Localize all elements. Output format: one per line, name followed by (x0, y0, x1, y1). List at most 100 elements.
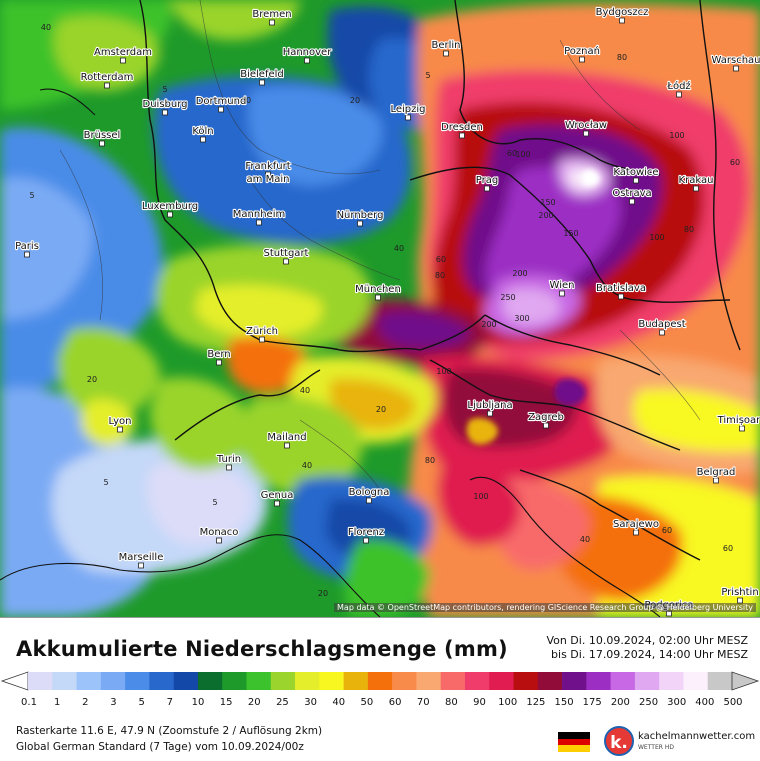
legend-label: 7 (167, 697, 173, 708)
contour-label: 5 (212, 498, 217, 507)
city-marker (714, 478, 719, 483)
legend-swatch (635, 672, 660, 690)
legend-label: 40 (332, 697, 345, 708)
map-attribution: Map data © OpenStreetMap contributors, r… (334, 603, 756, 612)
contour-label: 60 (507, 149, 517, 158)
legend-label: 300 (667, 697, 686, 708)
city-label: Timișoara (717, 415, 760, 426)
legend-label: 400 (695, 697, 714, 708)
city-label: Bielefeld (240, 69, 284, 80)
city-label: Rotterdam (81, 72, 134, 83)
city-label: Warschau (712, 55, 760, 66)
flag-stripe (558, 739, 590, 746)
city-marker (217, 538, 222, 543)
legend-label: 80 (445, 697, 458, 708)
contour-label: 20 (87, 375, 97, 384)
contour-label: 40 (394, 244, 404, 253)
city-marker (488, 411, 493, 416)
city-label: Wrocław (565, 120, 607, 131)
legend-label: 250 (639, 697, 658, 708)
contour-label: 40 (580, 535, 590, 544)
legend-swatch (222, 672, 247, 690)
city-marker (444, 51, 449, 56)
legend-title: Akkumulierte Niederschlagsmenge (mm) (16, 637, 508, 661)
contour-label: 60 (436, 255, 446, 264)
legend-label: 15 (220, 697, 233, 708)
legend-label: 20 (248, 697, 261, 708)
city-marker (560, 291, 565, 296)
city-marker (100, 141, 105, 146)
legend-swatch (514, 672, 539, 690)
contour-label: 250 (500, 293, 515, 302)
contour-label: 300 (514, 314, 529, 323)
period-to: bis Di. 17.09.2024, 14:00 Uhr MESZ (546, 648, 748, 662)
city-label: Łódź (666, 80, 690, 92)
flag-stripe (558, 745, 590, 752)
contour-label: 200 (538, 211, 553, 220)
city-marker (619, 294, 624, 299)
legend-label: 150 (554, 697, 573, 708)
flag-stripe (558, 732, 590, 739)
legend-swatch (489, 672, 514, 690)
city-label: Bologna (349, 487, 390, 498)
model-info: Global German Standard (7 Tage) vom 10.0… (16, 741, 304, 753)
city-marker (201, 137, 206, 142)
city-marker (634, 178, 639, 183)
legend-label: 500 (723, 697, 742, 708)
contour-label: 200 (512, 269, 527, 278)
city-marker (305, 58, 310, 63)
contour-label: 150 (563, 229, 578, 238)
city-label: Krakau (679, 175, 714, 186)
legend-swatch (368, 672, 393, 690)
contour-label: 5 (425, 71, 430, 80)
contour-label: 100 (515, 150, 530, 159)
contour-label: 40 (300, 386, 310, 395)
legend-label: 25 (276, 697, 289, 708)
legend-label: 3 (110, 697, 116, 708)
contour-label: 80 (425, 456, 435, 465)
kachelmann-logo-icon: k. (604, 726, 634, 756)
city-marker (364, 538, 369, 543)
city-label: Bydgoszcz (596, 7, 649, 18)
city-label: Katowice (613, 167, 658, 178)
city-marker (367, 498, 372, 503)
legend-label: 100 (498, 697, 517, 708)
legend-swatch (392, 672, 417, 690)
brand-name[interactable]: kachelmannwetter.com (638, 731, 755, 742)
city-marker (219, 107, 224, 112)
legend-swatch (295, 672, 320, 690)
legend-swatch (28, 672, 53, 690)
legend-label: 50 (361, 697, 374, 708)
legend-swatch (149, 672, 174, 690)
contour-label: 80 (684, 225, 694, 234)
city-marker (217, 360, 222, 365)
legend-swatch (198, 672, 223, 690)
city-label: Frankfurt (245, 161, 290, 172)
contour-label: 60 (730, 158, 740, 167)
city-label: Ljubljana (467, 400, 512, 411)
legend-swatch (174, 672, 199, 690)
contour-label: 5 (29, 191, 34, 200)
legend-label: 2 (82, 697, 88, 708)
city-label: Budapest (638, 319, 685, 330)
legend-label: 200 (611, 697, 630, 708)
legend-label: 175 (583, 697, 602, 708)
city-marker (163, 110, 168, 115)
legend-label: 60 (389, 697, 402, 708)
city-label: am Main (247, 174, 290, 185)
city-marker (734, 66, 739, 71)
city-marker (634, 530, 639, 535)
legend-label: 5 (138, 697, 144, 708)
city-marker (630, 199, 635, 204)
city-marker (260, 80, 265, 85)
period-info: Von Di. 10.09.2024, 02:00 Uhr MESZ bis D… (546, 634, 748, 662)
city-marker (139, 563, 144, 568)
contour-label: 20 (376, 405, 386, 414)
city-marker (580, 57, 585, 62)
city-label: Nürnberg (337, 210, 384, 221)
contour-label: 60 (662, 526, 672, 535)
city-label: Florenz (348, 527, 384, 538)
city-marker (25, 252, 30, 257)
